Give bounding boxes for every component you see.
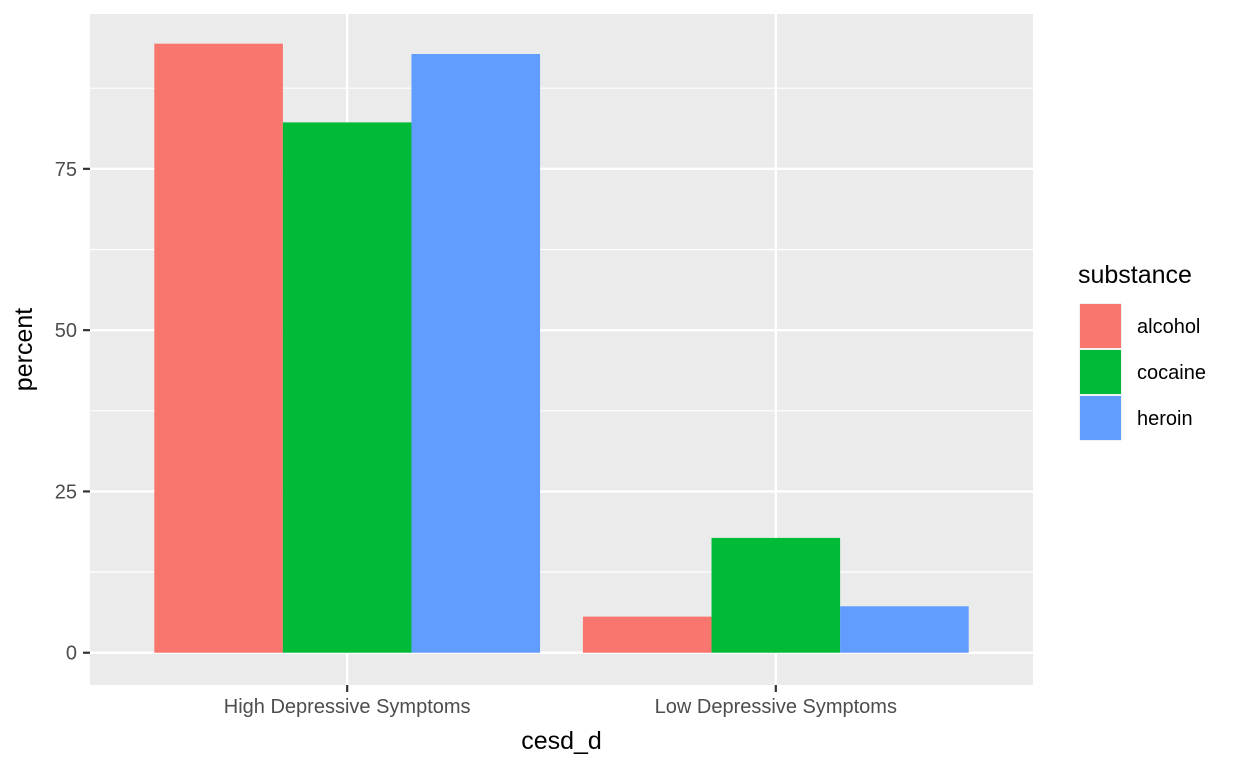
bars (154, 43, 969, 653)
y-tick-label: 25 (55, 481, 77, 503)
y-tick-label: 50 (55, 320, 77, 342)
x-axis: High Depressive Symptoms Low Depressive S… (224, 685, 897, 718)
y-tick-label: 75 (55, 159, 77, 181)
legend-title: substance (1078, 261, 1192, 289)
x-tick-label: High Depressive Symptoms (224, 696, 471, 718)
bar-cocaine-1 (282, 122, 412, 653)
legend-swatch-alcohol (1080, 304, 1121, 348)
y-axis: 0 25 50 75 (55, 159, 90, 665)
bar-alcohol-2 (582, 616, 712, 653)
bar-alcohol-1 (154, 43, 283, 653)
legend-label-heroin: heroin (1137, 408, 1193, 430)
y-tick-label: 0 (66, 643, 77, 665)
legend: substance alcohol cocaine heroin (1078, 261, 1206, 441)
legend-swatch-cocaine (1080, 350, 1121, 394)
legend-label-alcohol: alcohol (1137, 316, 1200, 338)
bar-heroin-1 (411, 54, 541, 653)
bar-heroin-2 (840, 606, 969, 653)
legend-label-cocaine: cocaine (1137, 362, 1206, 384)
y-axis-title: percent (10, 308, 38, 391)
bar-cocaine-2 (711, 537, 841, 653)
x-axis-title: cesd_d (521, 727, 602, 755)
legend-swatch-heroin (1080, 396, 1121, 440)
x-tick-label: Low Depressive Symptoms (655, 696, 897, 718)
